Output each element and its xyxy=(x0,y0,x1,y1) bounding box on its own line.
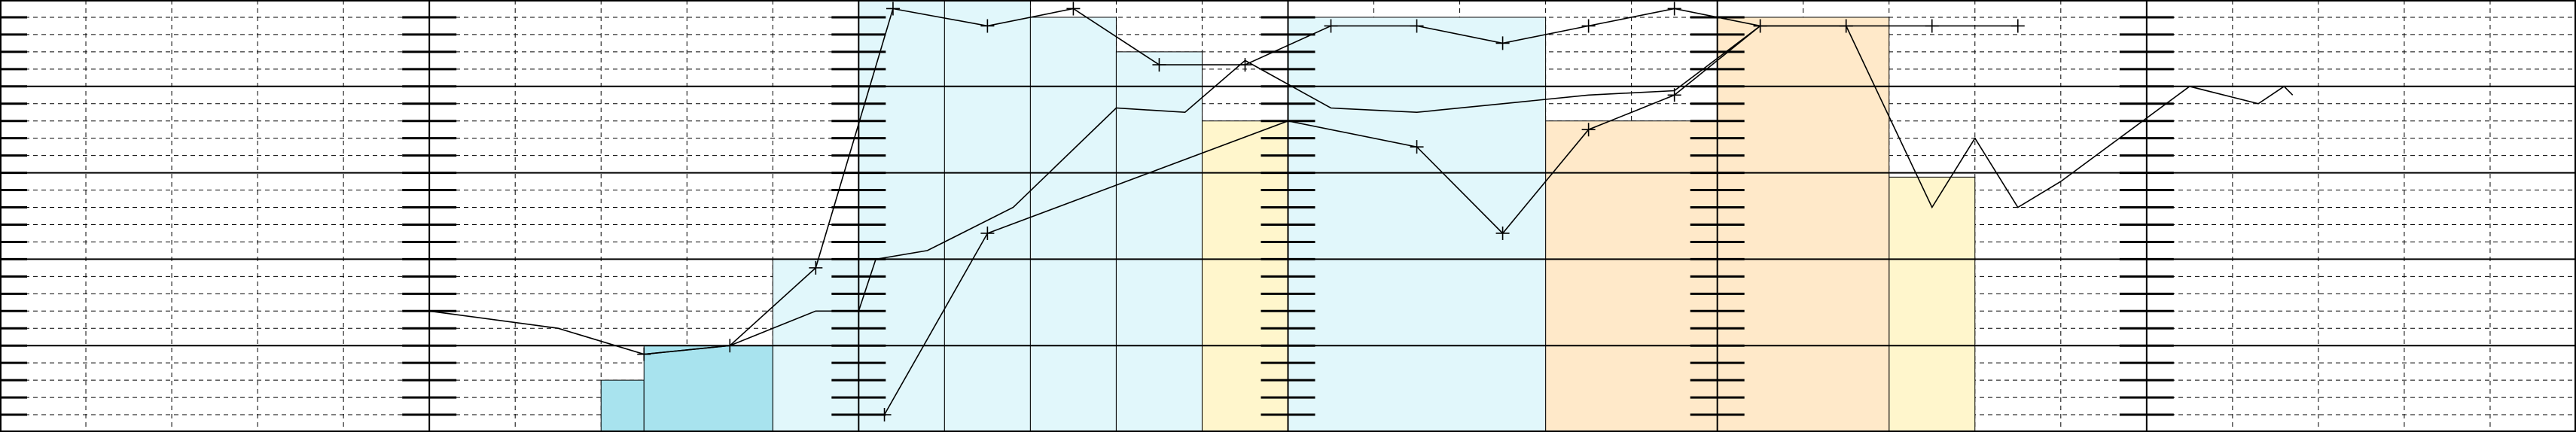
line-point-marker xyxy=(1066,2,1081,16)
bar-series-3 xyxy=(1115,51,1203,432)
bar-series-4 xyxy=(643,345,773,432)
line-point-marker xyxy=(1581,19,1596,33)
series-lines xyxy=(429,2,2294,422)
bar-series-4 xyxy=(600,379,645,432)
line-point-marker xyxy=(1925,19,1939,33)
line-series-3 xyxy=(429,25,1761,355)
line-point-marker xyxy=(1281,114,1295,128)
line-point-marker xyxy=(1152,58,1166,72)
bar-series-1 xyxy=(1889,176,1976,432)
line-point-marker xyxy=(1410,19,1424,33)
line-series-4 xyxy=(1845,26,2294,209)
bar-series-3 xyxy=(858,0,945,432)
line-point-marker xyxy=(980,19,995,33)
line-point-marker xyxy=(1667,2,1681,16)
bar-series-3 xyxy=(1029,17,1117,432)
line-point-marker xyxy=(1410,140,1424,154)
line-point-marker xyxy=(1581,123,1596,137)
line-point-marker xyxy=(980,226,995,240)
line-point-marker xyxy=(877,408,892,422)
axis-ticks xyxy=(0,16,2174,416)
bar-series-3 xyxy=(1288,17,1547,432)
line-point-marker xyxy=(886,2,900,16)
line-point-marker xyxy=(1324,19,1338,33)
line-point-marker xyxy=(809,260,823,275)
bar-series-3 xyxy=(944,0,1031,432)
line-point-marker xyxy=(2010,19,2025,33)
line-point-marker xyxy=(1495,36,1510,50)
line-point-marker xyxy=(1495,226,1510,240)
